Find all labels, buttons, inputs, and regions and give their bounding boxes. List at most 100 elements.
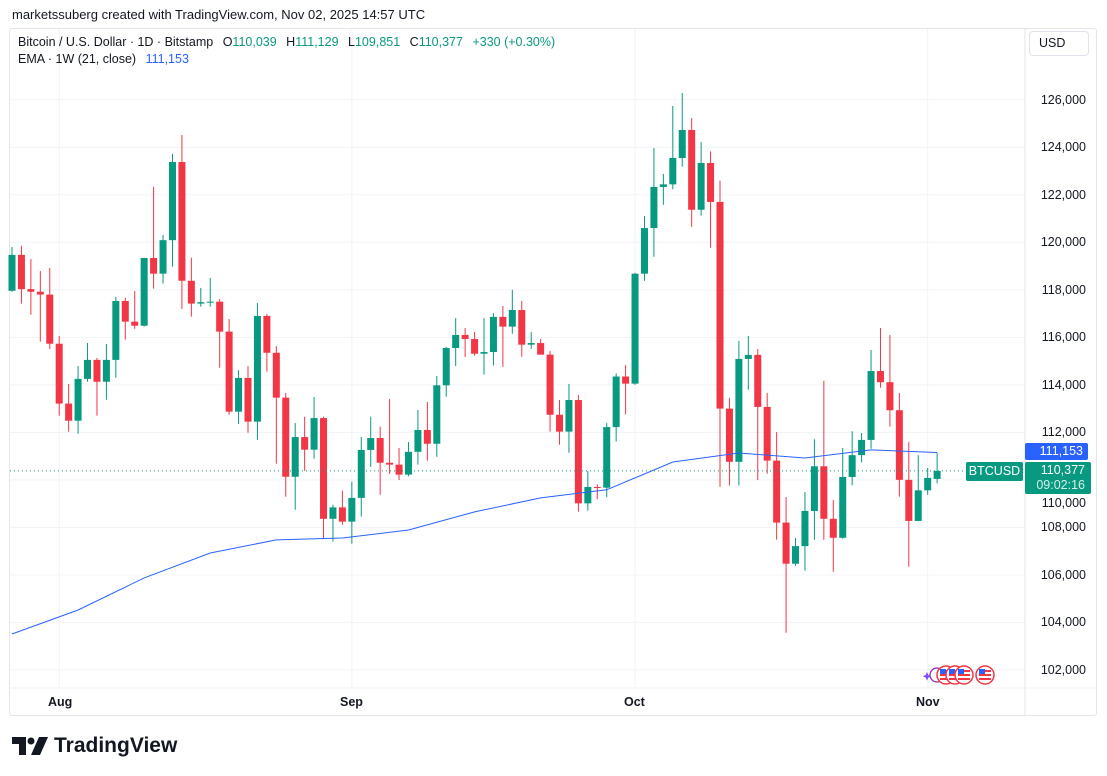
price-tick-label: 126,000 xyxy=(1040,92,1086,107)
candle xyxy=(707,151,715,248)
sparkle-icon xyxy=(922,672,932,681)
candle xyxy=(168,153,176,267)
price-tick-label: 116,000 xyxy=(1041,330,1086,345)
candle xyxy=(74,366,82,434)
candle xyxy=(640,216,648,281)
candle xyxy=(471,332,479,356)
candle xyxy=(508,289,516,334)
candle-body xyxy=(659,184,667,187)
candle-body xyxy=(650,186,658,229)
candle-body xyxy=(593,486,601,488)
open-label: O xyxy=(222,35,233,49)
candle xyxy=(338,490,346,525)
candle xyxy=(584,471,592,511)
candle-body xyxy=(357,449,365,498)
candle xyxy=(140,257,148,327)
candle xyxy=(546,351,554,432)
candle xyxy=(754,348,762,481)
candle-body xyxy=(640,228,648,274)
price-tick-label: 110,000 xyxy=(1041,496,1086,510)
candle xyxy=(348,481,356,544)
candle xyxy=(518,300,526,357)
candle-body xyxy=(159,240,167,274)
candle-body xyxy=(735,358,743,462)
candle-body xyxy=(697,162,705,210)
candle xyxy=(612,373,620,442)
last-price: 110,377 xyxy=(1040,463,1085,477)
candle-body xyxy=(27,289,35,292)
time-label-sep: Sep xyxy=(340,695,363,709)
candle xyxy=(801,491,809,571)
candle xyxy=(187,257,195,317)
candle-body xyxy=(187,280,195,304)
candle xyxy=(839,448,847,539)
candle-body xyxy=(376,438,384,463)
us-flag-icon[interactable] xyxy=(975,665,995,685)
price-tick-label: 108,000 xyxy=(1040,520,1086,535)
candle xyxy=(102,343,110,400)
time-label-nov: Nov xyxy=(916,695,940,709)
candle xyxy=(150,186,158,289)
candle-body xyxy=(348,497,356,522)
candle-body xyxy=(282,397,290,477)
price-tick-label: 120,000 xyxy=(1040,235,1086,250)
candle-body xyxy=(291,437,299,477)
candle-body xyxy=(773,460,781,523)
candle-body xyxy=(386,462,394,465)
candle xyxy=(320,416,328,539)
candle-body xyxy=(320,418,328,519)
candle xyxy=(206,277,214,307)
candle-body xyxy=(367,438,375,450)
candle xyxy=(697,142,705,216)
candle xyxy=(442,346,450,397)
candle-body xyxy=(452,334,460,349)
candle xyxy=(329,504,337,542)
candle-body xyxy=(112,300,120,360)
last-price-tag: 110,377 09:02:16 xyxy=(1025,462,1091,494)
candle xyxy=(622,365,630,415)
candle xyxy=(404,442,412,477)
price-tick-label: 124,000 xyxy=(1040,140,1086,155)
symbol-title[interactable]: Bitcoin / U.S. Dollar · 1D · Bitstamp xyxy=(18,35,214,49)
candle-body xyxy=(235,377,243,412)
candle-body xyxy=(725,408,733,462)
candle-body xyxy=(584,486,592,504)
candle xyxy=(565,383,573,453)
candle-body xyxy=(631,273,639,384)
candle xyxy=(55,335,63,416)
us-flag-icon[interactable] xyxy=(954,665,974,685)
candle-body xyxy=(8,254,16,291)
candle-body xyxy=(301,437,309,450)
ema-label[interactable]: EMA · 1W (21, close) xyxy=(18,52,137,66)
candle xyxy=(527,332,535,349)
candle xyxy=(46,267,54,349)
candle-body xyxy=(716,201,724,409)
candle-body xyxy=(858,439,866,456)
candle-body xyxy=(65,403,73,421)
candle xyxy=(159,234,167,284)
candle-body xyxy=(395,464,403,475)
candle xyxy=(367,416,375,467)
symbol-tag: BTCUSD xyxy=(966,462,1023,481)
candle xyxy=(216,299,224,368)
candle xyxy=(659,173,667,205)
candle-body xyxy=(46,294,54,344)
price-tick-label: 102,000 xyxy=(1040,662,1086,677)
candle-body xyxy=(140,257,148,326)
candle xyxy=(716,180,724,487)
candle-body xyxy=(924,477,932,491)
candle xyxy=(433,376,441,457)
tradingview-logo[interactable]: TradingView xyxy=(12,734,177,758)
currency-button[interactable]: USD xyxy=(1029,31,1089,56)
low-value: 109,851 xyxy=(354,35,401,49)
candle xyxy=(121,297,129,340)
candle xyxy=(93,357,101,416)
candle-body xyxy=(121,300,129,322)
candle xyxy=(914,455,922,521)
candle xyxy=(763,392,771,474)
candle-body xyxy=(102,359,110,382)
candle xyxy=(603,423,611,498)
candle xyxy=(858,433,866,463)
candle-body xyxy=(55,343,63,404)
